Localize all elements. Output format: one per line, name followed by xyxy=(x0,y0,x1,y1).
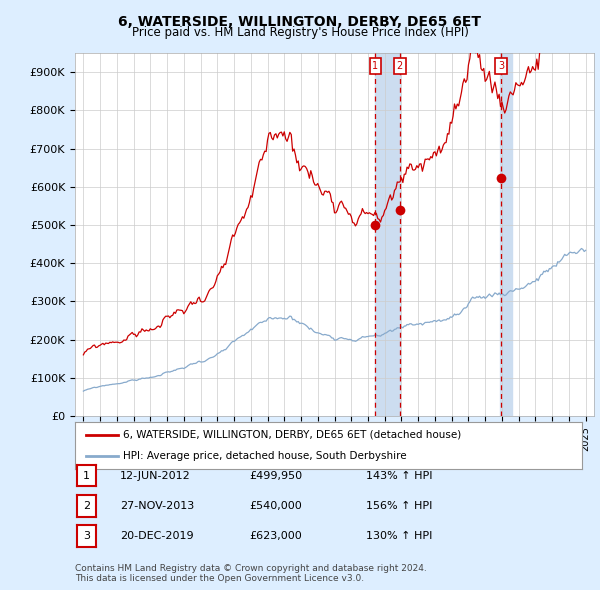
Text: 3: 3 xyxy=(83,531,90,540)
Text: HPI: Average price, detached house, South Derbyshire: HPI: Average price, detached house, Sout… xyxy=(123,451,407,461)
Text: 1: 1 xyxy=(372,61,379,71)
Text: 156% ↑ HPI: 156% ↑ HPI xyxy=(366,501,433,510)
Text: Contains HM Land Registry data © Crown copyright and database right 2024.
This d: Contains HM Land Registry data © Crown c… xyxy=(75,563,427,583)
Text: £623,000: £623,000 xyxy=(249,531,302,540)
Text: £540,000: £540,000 xyxy=(249,501,302,510)
Text: 6, WATERSIDE, WILLINGTON, DERBY, DE65 6ET: 6, WATERSIDE, WILLINGTON, DERBY, DE65 6E… xyxy=(119,15,482,29)
Text: 1: 1 xyxy=(83,471,90,480)
Bar xyxy=(500,53,512,416)
Text: 130% ↑ HPI: 130% ↑ HPI xyxy=(366,531,433,540)
Text: 2: 2 xyxy=(397,61,403,71)
Text: 27-NOV-2013: 27-NOV-2013 xyxy=(120,501,194,510)
Text: 6, WATERSIDE, WILLINGTON, DERBY, DE65 6ET (detached house): 6, WATERSIDE, WILLINGTON, DERBY, DE65 6E… xyxy=(123,430,461,440)
Text: £499,950: £499,950 xyxy=(249,471,302,480)
Text: 20-DEC-2019: 20-DEC-2019 xyxy=(120,531,194,540)
Text: 3: 3 xyxy=(498,61,505,71)
Text: 12-JUN-2012: 12-JUN-2012 xyxy=(120,471,191,480)
Text: 2: 2 xyxy=(83,501,90,510)
Bar xyxy=(376,53,400,416)
Text: 143% ↑ HPI: 143% ↑ HPI xyxy=(366,471,433,480)
Text: Price paid vs. HM Land Registry's House Price Index (HPI): Price paid vs. HM Land Registry's House … xyxy=(131,26,469,39)
